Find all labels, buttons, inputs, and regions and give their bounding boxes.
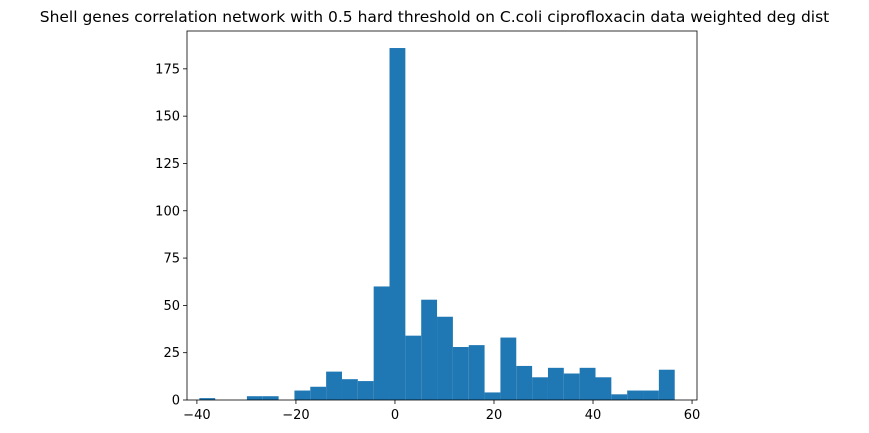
chart-title: Shell genes correlation network with 0.5… xyxy=(40,8,830,26)
y-axis-ticks: 0 25 50 75 100 125 150 175 xyxy=(155,62,187,409)
histogram-bar xyxy=(532,377,548,400)
y-tick-label: 150 xyxy=(155,110,180,125)
y-tick-label: 100 xyxy=(155,204,180,219)
histogram-bar xyxy=(310,386,327,400)
histogram-bar xyxy=(373,286,390,400)
histogram-bar xyxy=(294,390,311,400)
bars-group xyxy=(199,48,675,401)
histogram-bar xyxy=(611,394,628,400)
histogram-bar xyxy=(500,337,517,400)
x-tick-label: 60 xyxy=(684,408,701,423)
x-tick-label: 20 xyxy=(486,408,503,423)
histogram-bar xyxy=(357,381,374,400)
y-tick-label: 125 xyxy=(155,157,180,172)
y-tick-label: 50 xyxy=(163,299,180,314)
histogram-bar xyxy=(341,379,358,400)
histogram-bar xyxy=(246,396,263,400)
histogram-bar xyxy=(579,367,596,400)
histogram-bar xyxy=(516,365,533,400)
histogram-bar xyxy=(421,299,438,400)
y-tick-label: 0 xyxy=(172,394,180,409)
y-tick-label: 75 xyxy=(163,252,180,267)
histogram-bar xyxy=(484,392,501,400)
x-tick-label: 40 xyxy=(585,408,602,423)
histogram-bar xyxy=(643,390,659,400)
histogram-bar xyxy=(547,367,564,400)
histogram-bar xyxy=(468,345,485,400)
histogram-bar xyxy=(452,347,469,400)
plot-area-frame xyxy=(186,30,698,401)
histogram-bar xyxy=(326,371,342,400)
histogram-bar xyxy=(627,390,644,400)
x-tick-label: −40 xyxy=(183,408,210,423)
histogram-bar xyxy=(595,377,612,400)
histogram-bar xyxy=(389,48,406,401)
y-tick-label: 25 xyxy=(163,346,180,361)
y-tick-label: 175 xyxy=(155,62,180,77)
x-tick-label: −20 xyxy=(282,408,309,423)
histogram-bar xyxy=(437,316,453,400)
histogram-bar xyxy=(199,398,216,400)
histogram-bar xyxy=(405,335,422,400)
histogram-bar xyxy=(262,396,279,400)
histogram-bar xyxy=(563,373,580,400)
histogram-bar xyxy=(658,369,675,400)
x-axis-ticks: −40 −20 0 20 40 60 xyxy=(183,400,700,423)
x-tick-label: 0 xyxy=(391,408,399,423)
